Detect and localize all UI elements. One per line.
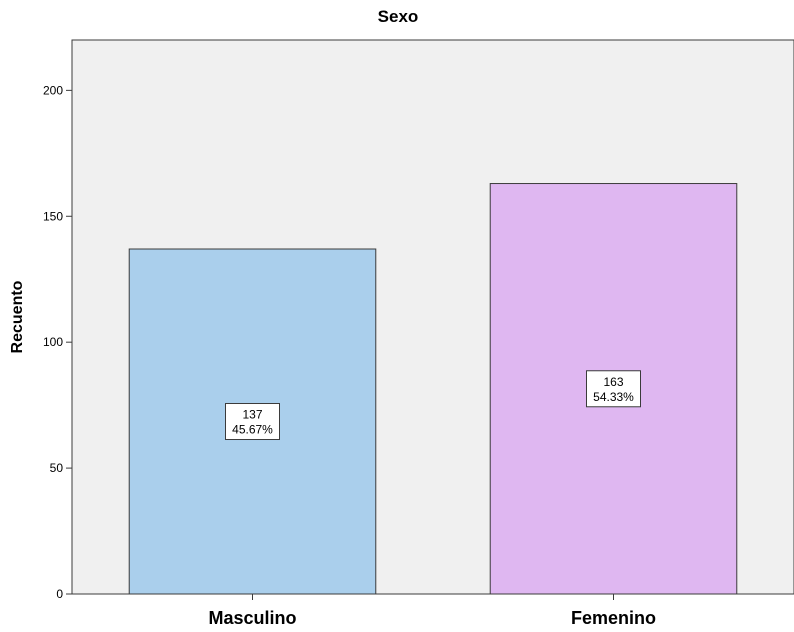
y-axis-label: Recuento bbox=[9, 280, 26, 353]
chart-title: Sexo bbox=[378, 7, 419, 26]
x-category-label: Masculino bbox=[208, 608, 296, 628]
y-tick-label: 0 bbox=[56, 587, 63, 601]
y-tick-label: 50 bbox=[50, 461, 64, 475]
data-label-count: 163 bbox=[603, 375, 623, 389]
data-label-percent: 45.67% bbox=[232, 423, 273, 437]
data-label-box bbox=[225, 403, 280, 441]
data-label-count: 137 bbox=[242, 408, 262, 422]
y-tick-label: 150 bbox=[43, 209, 63, 223]
y-tick-label: 200 bbox=[43, 83, 63, 97]
x-axis: Masculino Femenino bbox=[208, 594, 656, 628]
data-label-percent: 54.33% bbox=[593, 390, 634, 404]
data-label-box bbox=[586, 370, 641, 408]
y-axis: 0 50 100 150 200 bbox=[43, 83, 72, 601]
y-tick-label: 100 bbox=[43, 335, 63, 349]
x-category-label: Femenino bbox=[571, 608, 656, 628]
